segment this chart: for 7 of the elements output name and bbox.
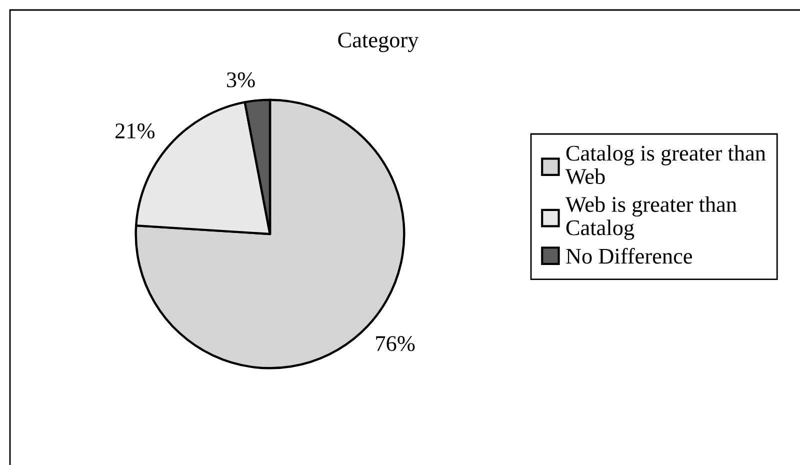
data-label: 21% — [116, 123, 155, 138]
legend-label: No Difference — [566, 248, 692, 264]
data-label: 76% — [376, 336, 415, 352]
chart-title: Category — [338, 32, 419, 52]
legend-label: Web is greater than Catalog — [565, 196, 737, 240]
data-label: 3% — [227, 72, 255, 88]
legend-label: Catalog is greater than Web — [565, 145, 766, 184]
